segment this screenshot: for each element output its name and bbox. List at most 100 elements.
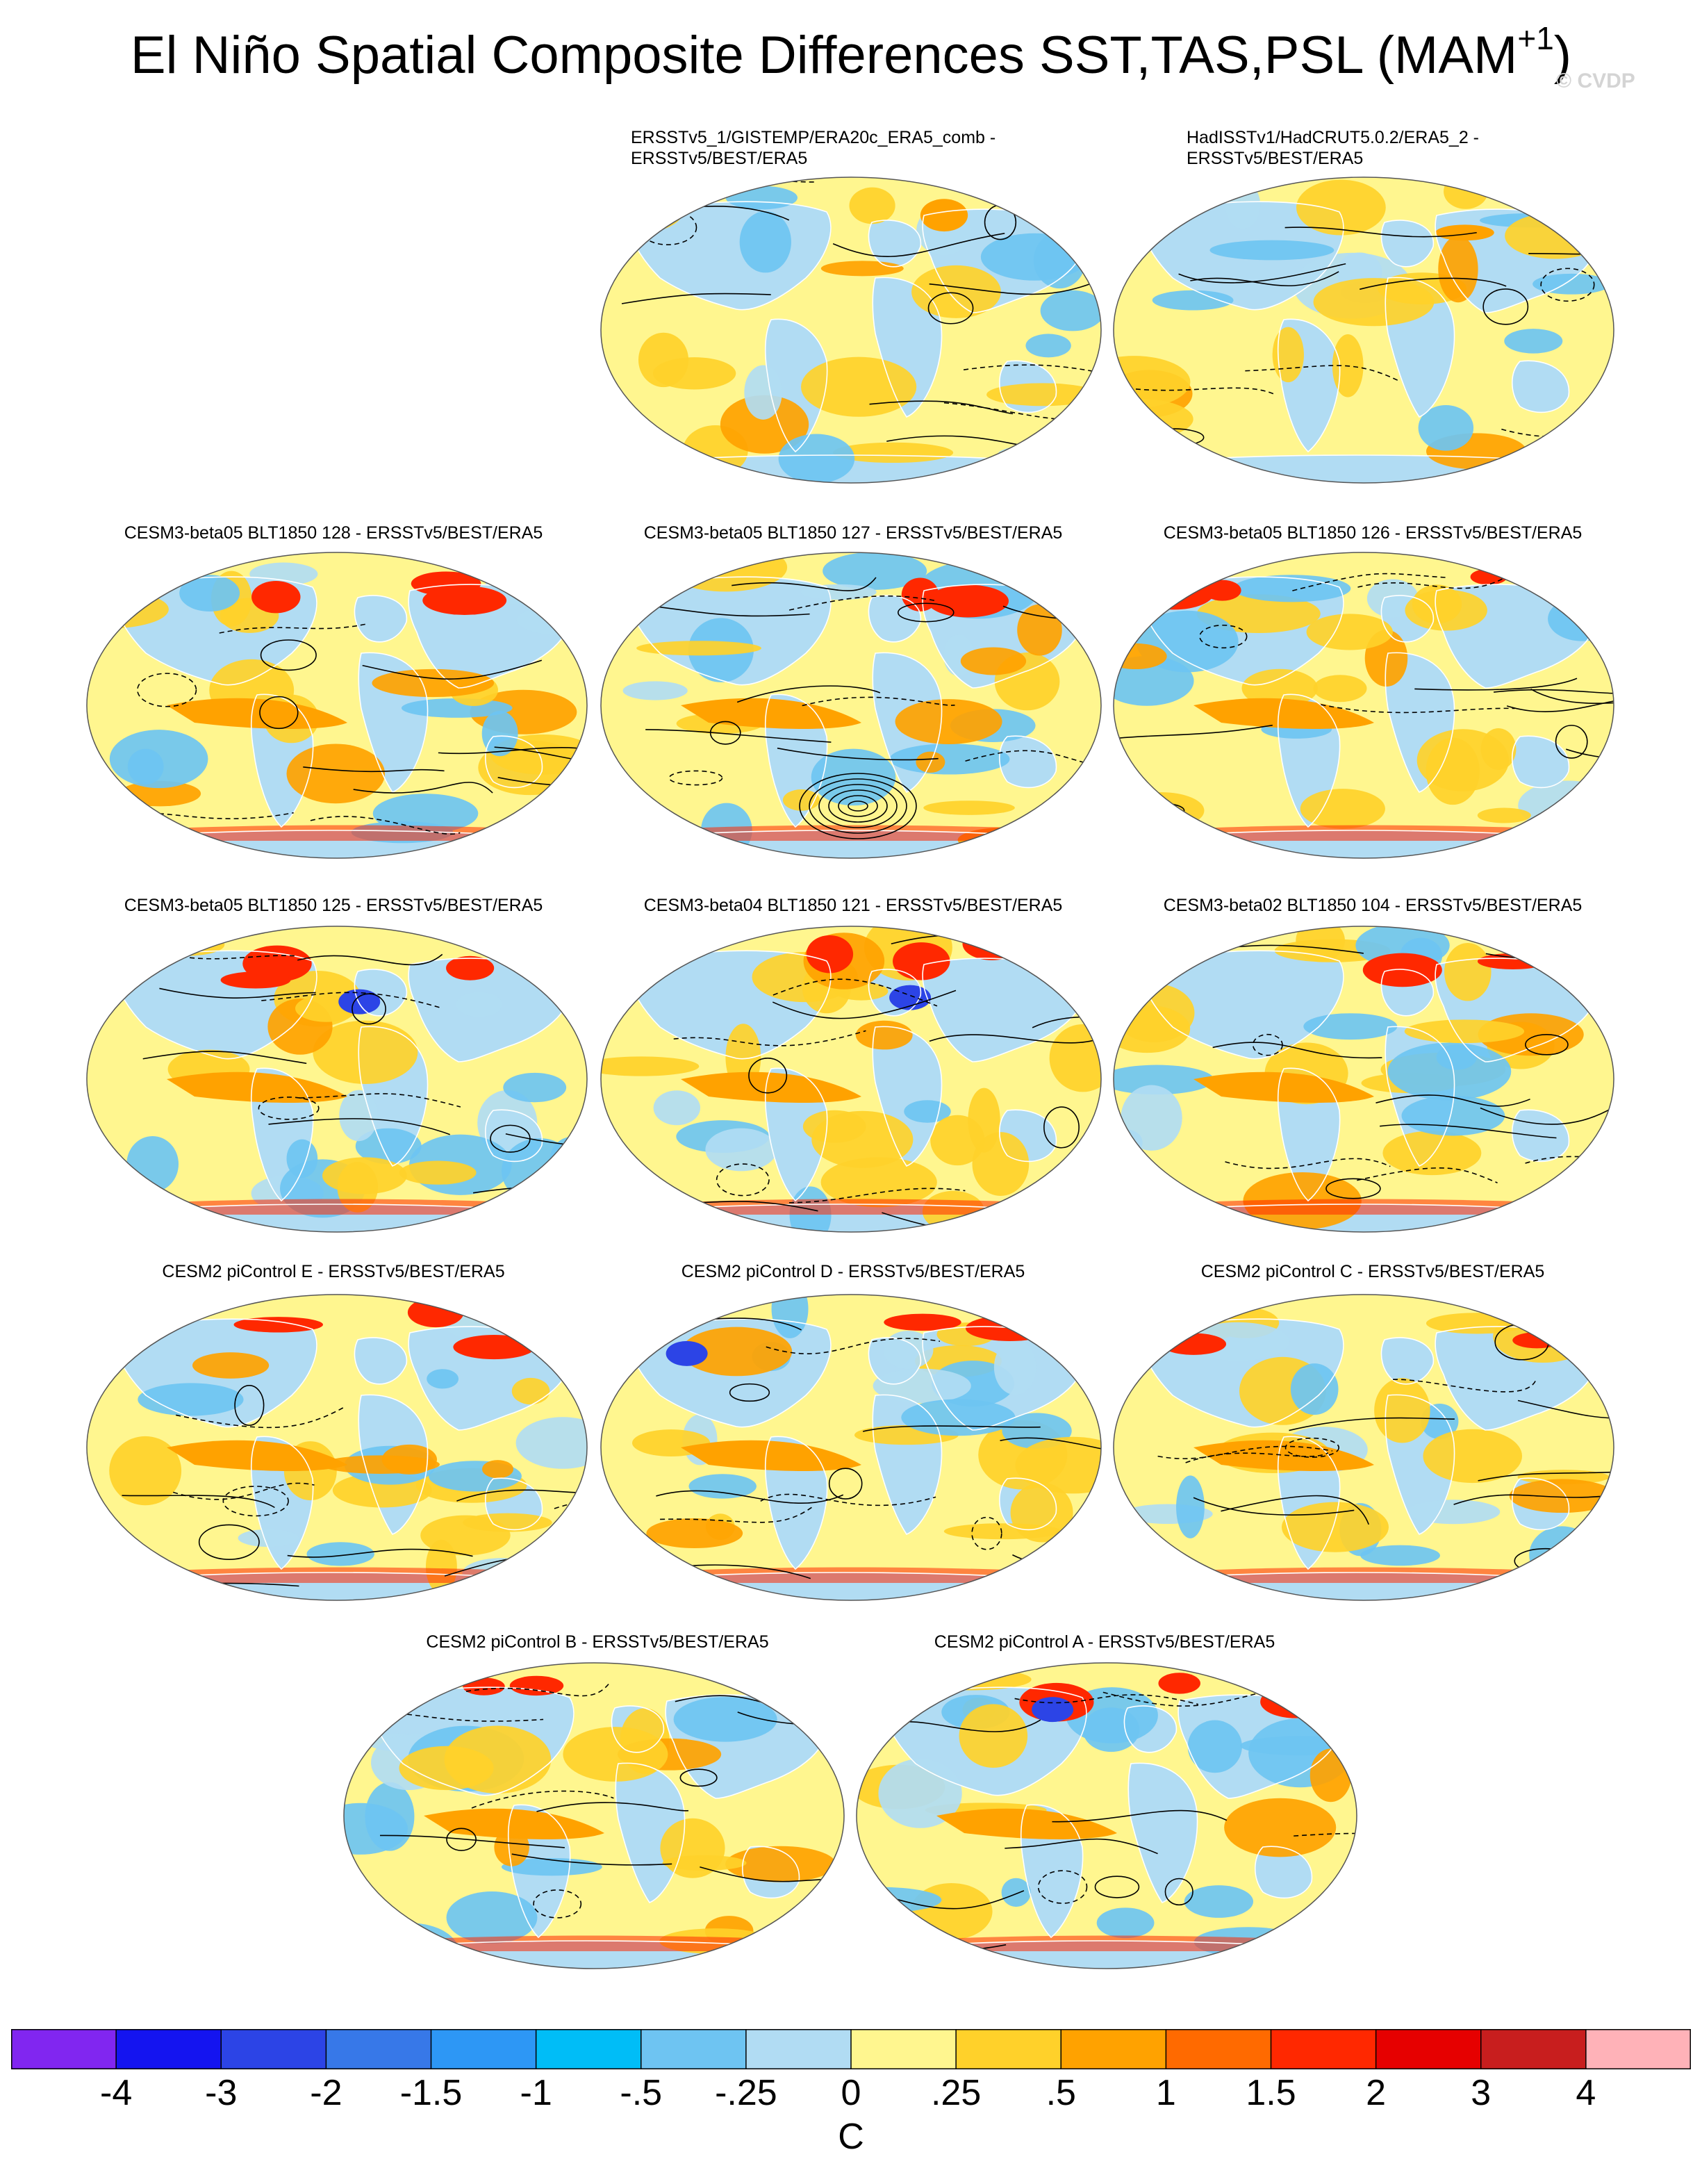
anomaly-patch: [1296, 179, 1386, 236]
map-coastline: [1137, 201, 1344, 311]
psl-contour: [1114, 724, 1273, 740]
panel-title-9: CESM2 piControl E - ERSSTv5/BEST/ERA5: [162, 1262, 505, 1281]
psl-contour: [159, 987, 316, 999]
map-coastline: [358, 1394, 429, 1535]
tropical-pacific-anomaly: [1193, 1072, 1374, 1103]
map-coastline: [354, 1337, 408, 1385]
anomaly-patch: [427, 1369, 459, 1389]
psl-contour: [1037, 1870, 1088, 1904]
anomaly-patch: [1039, 814, 1068, 846]
map-coastline: [1512, 735, 1570, 789]
anomaly-patch: [1017, 604, 1062, 656]
anomaly-patch: [820, 261, 904, 277]
colorbar-swatch: [641, 2029, 747, 2069]
map-border: [856, 1662, 1357, 1969]
anomaly-patch: [1401, 1095, 1505, 1136]
map-panel-5: [1113, 552, 1614, 859]
anomaly-patch: [1224, 1798, 1337, 1857]
anomaly-patch: [127, 748, 164, 785]
map-land: [923, 958, 1084, 1062]
psl-contour: [303, 766, 445, 773]
psl-contour: [1414, 678, 1578, 691]
psl-contour: [490, 1124, 531, 1153]
anomaly-patch: [399, 1160, 477, 1185]
psl-contour: [1284, 227, 1477, 238]
anomaly-patch: [960, 647, 1027, 675]
colorbar-swatch: [1375, 2029, 1482, 2069]
psl-contour: [1014, 1694, 1199, 1705]
arctic-anomaly: [1435, 224, 1494, 241]
map-coastline: [250, 693, 314, 828]
anomaly-patch: [855, 1020, 913, 1050]
psl-contour: [1094, 1875, 1140, 1898]
psl-contour: [352, 993, 386, 1025]
arctic-anomaly: [966, 1315, 1055, 1341]
map-land: [1255, 1846, 1312, 1898]
psl-contour: [869, 400, 1014, 415]
arctic-anomaly: [509, 1675, 564, 1696]
psl-contour: [1102, 1691, 1262, 1707]
arctic-anomaly: [920, 199, 968, 232]
anomaly-patch: [126, 1135, 179, 1192]
anomaly-patch: [1114, 816, 1209, 838]
anomaly-patch: [1504, 329, 1563, 354]
colorbar-swatch: [1166, 2029, 1271, 2069]
psl-contour: [362, 659, 543, 680]
arctic-anomaly: [884, 1313, 961, 1331]
psl-contour: [1292, 573, 1448, 591]
psl-contour: [1478, 1470, 1614, 1481]
anomaly-patch: [179, 575, 240, 612]
anomaly-patch: [150, 933, 225, 956]
colorbar-tick-label: 1: [1155, 2073, 1176, 2113]
psl-contour: [142, 1051, 307, 1065]
psl-contour: [736, 685, 881, 703]
anomaly-patch: [601, 1056, 700, 1076]
colorbar-swatch: [1585, 2029, 1691, 2069]
anomaly-patch: [456, 992, 502, 1017]
anomaly-patch: [782, 789, 820, 811]
map-land: [1512, 361, 1569, 413]
psl-contour: [1137, 803, 1185, 819]
map-panel-1: [600, 176, 1102, 484]
anomaly-patch: [911, 265, 1001, 318]
colorbar-swatch: [326, 2029, 431, 2069]
arctic-anomaly: [1260, 1685, 1332, 1718]
arctic-anomaly: [901, 577, 939, 611]
map-coastline: [868, 1337, 922, 1385]
map-coastline: [868, 969, 922, 1017]
anomaly-patch: [1114, 356, 1191, 409]
anomaly-patch: [1407, 1500, 1501, 1525]
map-border: [600, 552, 1102, 859]
arctic-anomaly: [1161, 1333, 1227, 1355]
anomaly-patch: [1176, 1475, 1205, 1538]
anomaly-patch: [808, 1663, 844, 1701]
anomaly-patch: [1509, 1479, 1614, 1513]
panel-title-8: CESM3-beta02 BLT1850 104 - ERSSTv5/BEST/…: [1163, 896, 1583, 915]
map-coastline: [1255, 1846, 1313, 1899]
anomaly-patch: [1387, 1042, 1512, 1101]
psl-contour: [1375, 1094, 1530, 1107]
map-border: [1113, 552, 1614, 859]
map-coastline: [110, 950, 317, 1060]
anomaly-patch: [1313, 278, 1435, 327]
anomaly-patch: [923, 800, 1015, 815]
map-coastline: [1512, 360, 1570, 413]
psl-contour: [1555, 725, 1588, 759]
psl-contour: [258, 1097, 320, 1120]
anomaly-patch: [778, 434, 855, 483]
psl-contour: [700, 1866, 844, 1882]
colorbar-tick-label: -.25: [715, 2073, 777, 2113]
anomaly-patch: [688, 1474, 757, 1499]
panel-title-3: CESM3-beta05 BLT1850 128 - ERSSTv5/BEST/…: [124, 523, 543, 543]
psl-contour: [668, 770, 723, 786]
anomaly-patch: [286, 744, 386, 804]
map-border: [343, 1662, 845, 1969]
psl-contour: [772, 978, 938, 1007]
map-coastline: [1385, 1026, 1455, 1167]
anomaly-patch: [1187, 1720, 1242, 1773]
map-coastline: [250, 1436, 314, 1570]
psl-contour: [1221, 1495, 1369, 1525]
southern-ocean-anomaly: [1152, 1199, 1589, 1215]
psl-contour: [1245, 365, 1399, 381]
colorbar-tick-label: -3: [205, 2073, 238, 2113]
